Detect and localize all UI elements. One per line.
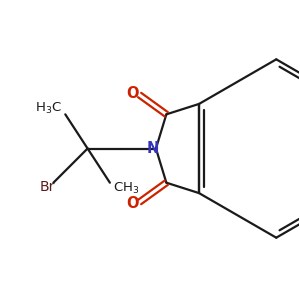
Text: N: N: [147, 141, 159, 156]
Text: O: O: [126, 196, 138, 211]
Text: H$_3$C: H$_3$C: [35, 101, 62, 116]
Text: CH$_3$: CH$_3$: [113, 181, 139, 196]
Text: O: O: [126, 86, 138, 101]
Text: Br: Br: [39, 180, 55, 194]
